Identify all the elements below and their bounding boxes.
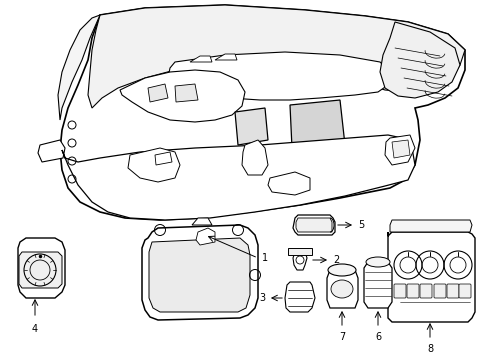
Text: 2: 2 bbox=[332, 255, 339, 265]
Polygon shape bbox=[168, 52, 389, 100]
Polygon shape bbox=[149, 238, 249, 312]
Polygon shape bbox=[18, 238, 65, 298]
Polygon shape bbox=[384, 135, 414, 165]
Polygon shape bbox=[389, 220, 471, 232]
Text: 1: 1 bbox=[262, 253, 267, 263]
Polygon shape bbox=[60, 5, 464, 220]
Polygon shape bbox=[379, 22, 459, 98]
Text: 7: 7 bbox=[338, 332, 345, 342]
Ellipse shape bbox=[330, 280, 352, 298]
Polygon shape bbox=[289, 100, 345, 148]
Polygon shape bbox=[326, 270, 357, 308]
Polygon shape bbox=[128, 148, 180, 182]
Polygon shape bbox=[242, 140, 267, 175]
Text: 4: 4 bbox=[32, 324, 38, 334]
Ellipse shape bbox=[327, 264, 355, 276]
FancyBboxPatch shape bbox=[406, 284, 418, 298]
FancyBboxPatch shape bbox=[393, 284, 405, 298]
Polygon shape bbox=[267, 172, 309, 195]
Polygon shape bbox=[142, 225, 258, 320]
Polygon shape bbox=[287, 248, 311, 255]
Polygon shape bbox=[62, 135, 414, 220]
Polygon shape bbox=[215, 54, 237, 60]
FancyBboxPatch shape bbox=[419, 284, 431, 298]
Polygon shape bbox=[387, 232, 474, 322]
FancyBboxPatch shape bbox=[458, 284, 470, 298]
Polygon shape bbox=[235, 108, 267, 145]
Polygon shape bbox=[155, 152, 172, 165]
FancyBboxPatch shape bbox=[446, 284, 458, 298]
Polygon shape bbox=[120, 70, 244, 122]
Polygon shape bbox=[292, 215, 334, 235]
Polygon shape bbox=[292, 252, 306, 270]
Polygon shape bbox=[19, 252, 62, 288]
Ellipse shape bbox=[365, 257, 389, 267]
Polygon shape bbox=[196, 228, 215, 245]
Polygon shape bbox=[391, 140, 409, 158]
Text: 6: 6 bbox=[374, 332, 380, 342]
Text: 5: 5 bbox=[357, 220, 364, 230]
Text: 3: 3 bbox=[258, 293, 264, 303]
Polygon shape bbox=[363, 262, 391, 308]
Polygon shape bbox=[58, 15, 100, 120]
Polygon shape bbox=[192, 218, 212, 225]
Text: 8: 8 bbox=[426, 344, 432, 354]
Polygon shape bbox=[148, 84, 168, 102]
Polygon shape bbox=[38, 140, 65, 162]
FancyBboxPatch shape bbox=[433, 284, 445, 298]
Polygon shape bbox=[295, 218, 331, 232]
Polygon shape bbox=[190, 56, 212, 62]
Polygon shape bbox=[285, 282, 314, 312]
Polygon shape bbox=[88, 5, 464, 108]
Polygon shape bbox=[175, 84, 198, 102]
